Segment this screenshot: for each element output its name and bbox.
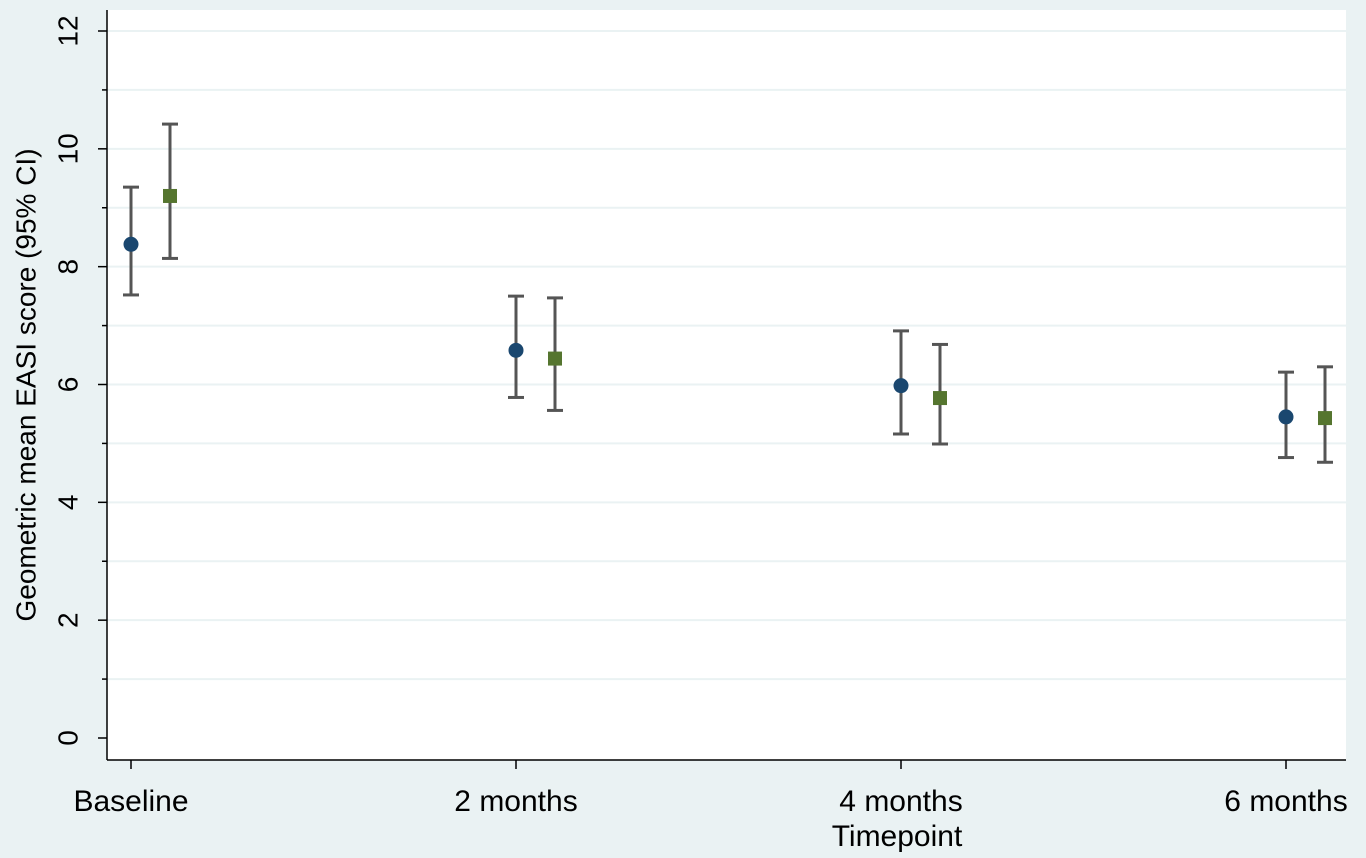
y-tick-label: 6 bbox=[52, 377, 83, 393]
x-tick-label: 4 months bbox=[839, 785, 962, 818]
point bbox=[163, 188, 177, 203]
point bbox=[508, 342, 524, 358]
x-tick-label: 6 months bbox=[1224, 785, 1347, 818]
y-tick-label: 2 bbox=[52, 612, 83, 628]
point bbox=[893, 378, 909, 394]
point bbox=[1318, 411, 1332, 426]
x-axis-title: Timepoint bbox=[832, 820, 963, 853]
point bbox=[123, 236, 139, 252]
y-tick-label: 8 bbox=[52, 259, 83, 275]
x-tick-label: 2 months bbox=[454, 785, 577, 818]
y-tick-label: 10 bbox=[52, 133, 83, 164]
point bbox=[933, 391, 947, 406]
y-tick-label: 0 bbox=[52, 730, 83, 746]
x-tick-label: Baseline bbox=[73, 785, 188, 818]
y-tick-label: 4 bbox=[52, 495, 83, 511]
y-axis-title: Geometric mean EASI score (95% CI) bbox=[10, 148, 41, 621]
point bbox=[1278, 409, 1294, 425]
point bbox=[548, 351, 562, 366]
y-tick-label: 12 bbox=[52, 15, 83, 46]
